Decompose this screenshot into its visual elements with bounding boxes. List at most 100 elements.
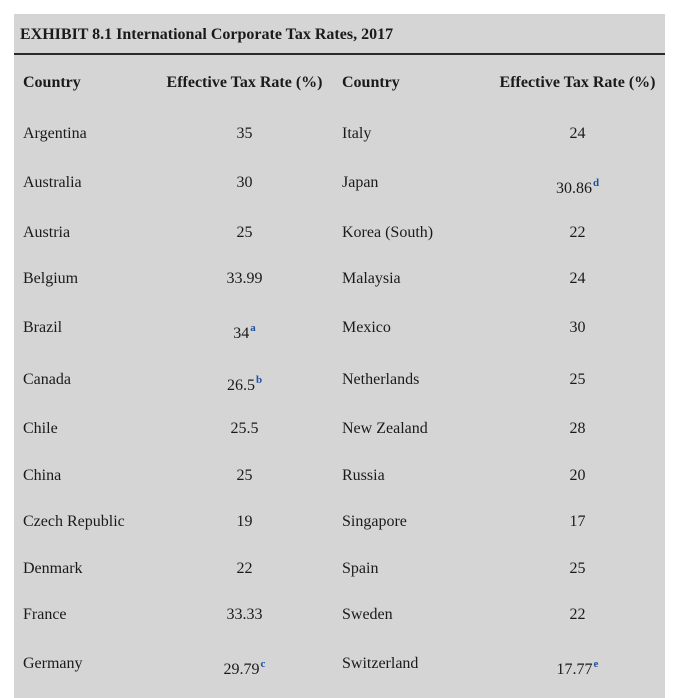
country-name: Brazil: [23, 319, 63, 337]
country-cell-right: Russia: [338, 453, 490, 499]
table-body: Argentina 35 Italy 24 Australia 30 Japan 30.86d…: [14, 111, 665, 690]
header-rate-left: Effective Tax Rate (%): [166, 74, 323, 91]
country-cell-right: Sweden: [338, 592, 490, 638]
rate-wrapper: 33.33: [227, 606, 263, 623]
rate-cell-left: 25: [151, 209, 338, 255]
rate-value: 17: [569, 513, 586, 531]
rate-cell-left: 19: [151, 499, 338, 545]
rate-wrapper: 24: [570, 270, 586, 287]
country-cell-right: Netherlands: [338, 354, 490, 406]
table-row: Denmark 22 Spain 25: [14, 545, 665, 591]
rate-cell-right: 20: [490, 453, 665, 499]
rate-cell-left: 35: [151, 111, 338, 157]
rate-wrapper: 25.5: [231, 420, 259, 437]
rate-value: 22: [236, 559, 253, 577]
rate-cell-right: 24: [490, 111, 665, 157]
rate-value: 24: [569, 269, 586, 287]
rate-value: 26.5: [226, 377, 255, 395]
rate-wrapper: 22: [570, 606, 586, 623]
rate-wrapper: 22: [237, 560, 253, 577]
country-name: Netherlands: [342, 371, 420, 389]
table-row: Czech Republic 19 Singapore 17: [14, 499, 665, 545]
rate-wrapper: 29.79c: [224, 658, 266, 679]
rate-cell-left: 22: [151, 545, 338, 591]
rate-value: 24: [569, 125, 586, 143]
country-cell-left: Argentina: [14, 111, 151, 157]
rate-cell-right: 30: [490, 302, 665, 354]
country-name: Mexico: [342, 319, 391, 337]
country-cell-left: Czech Republic: [14, 499, 151, 545]
rate-value: 30: [236, 174, 253, 192]
country-cell-left: France: [14, 592, 151, 638]
rate-wrapper: 17.77e: [557, 658, 599, 679]
exhibit-title: EXHIBIT 8.1 International Corporate Tax …: [14, 14, 665, 55]
rate-cell-right: 17: [490, 499, 665, 545]
country-name: Chile: [23, 420, 58, 438]
country-name: Belgium: [23, 269, 79, 287]
country-name: Czech Republic: [23, 513, 125, 531]
country-name: Argentina: [23, 125, 87, 143]
country-name: Korea (South): [342, 223, 434, 241]
rate-value: 25.5: [230, 420, 259, 438]
country-name: New Zealand: [342, 420, 428, 438]
rate-value: 25: [569, 371, 586, 389]
country-name: Switzerland: [342, 655, 419, 673]
table-row: Argentina 35 Italy 24: [14, 111, 665, 157]
rate-wrapper: 28: [570, 420, 586, 437]
rate-value: 25: [236, 466, 253, 484]
rate-wrapper: 25: [570, 560, 586, 577]
rate-cell-left: 33.33: [151, 592, 338, 638]
footnote-marker[interactable]: c: [260, 658, 266, 671]
country-name: Canada: [23, 371, 71, 389]
footnote-marker[interactable]: e: [593, 658, 599, 671]
country-cell-left: Brazil: [14, 302, 151, 354]
country-cell-right: Italy: [338, 111, 490, 157]
rate-value: 30.86: [555, 180, 592, 198]
country-cell-left: Chile: [14, 406, 151, 452]
rate-wrapper: 35: [237, 125, 253, 142]
rate-cell-left: 26.5b: [151, 354, 338, 406]
rate-wrapper: 30: [570, 319, 586, 336]
rate-cell-left: 25.5: [151, 406, 338, 452]
country-name: Austria: [23, 223, 71, 241]
country-cell-left: China: [14, 453, 151, 499]
rate-wrapper: 24: [570, 125, 586, 142]
country-name: Australia: [23, 174, 82, 192]
rate-value: 19: [236, 513, 253, 531]
rate-value: 22: [569, 223, 586, 241]
rate-value: 34: [233, 325, 250, 343]
country-cell-left: Germany: [14, 638, 151, 690]
country-name: Malaysia: [342, 269, 401, 287]
country-name: Sweden: [342, 605, 393, 623]
rate-cell-right: 24: [490, 256, 665, 302]
table-row: Belgium 33.99 Malaysia 24: [14, 256, 665, 302]
table-row: Australia 30 Japan 30.86d: [14, 157, 665, 209]
rate-wrapper: 30: [237, 174, 253, 191]
country-cell-right: Switzerland: [338, 638, 490, 690]
country-cell-left: Austria: [14, 209, 151, 255]
footnote-marker[interactable]: b: [255, 374, 263, 387]
rate-wrapper: 19: [237, 513, 253, 530]
rate-cell-left: 25: [151, 453, 338, 499]
country-name: France: [23, 605, 67, 623]
rate-value: 35: [236, 125, 253, 143]
rate-cell-right: 25: [490, 354, 665, 406]
country-cell-right: Japan: [338, 157, 490, 209]
country-name: China: [23, 466, 62, 484]
rate-cell-right: 22: [490, 209, 665, 255]
footnote-marker[interactable]: a: [250, 322, 256, 335]
table-row: China 25 Russia 20: [14, 453, 665, 499]
country-name: Japan: [342, 174, 379, 192]
rate-wrapper: 34a: [233, 322, 256, 343]
country-cell-right: Spain: [338, 545, 490, 591]
rate-value: 22: [569, 605, 586, 623]
table-row: Canada 26.5b Netherlands 25: [14, 354, 665, 406]
rate-wrapper: 26.5b: [226, 374, 263, 395]
footnote-marker[interactable]: d: [592, 177, 600, 190]
rate-value: 28: [569, 420, 586, 438]
rate-cell-left: 29.79c: [151, 638, 338, 690]
country-name: Russia: [342, 466, 385, 484]
rate-wrapper: 25: [237, 224, 253, 241]
country-name: Germany: [23, 655, 83, 673]
rate-value: 30: [569, 319, 586, 337]
